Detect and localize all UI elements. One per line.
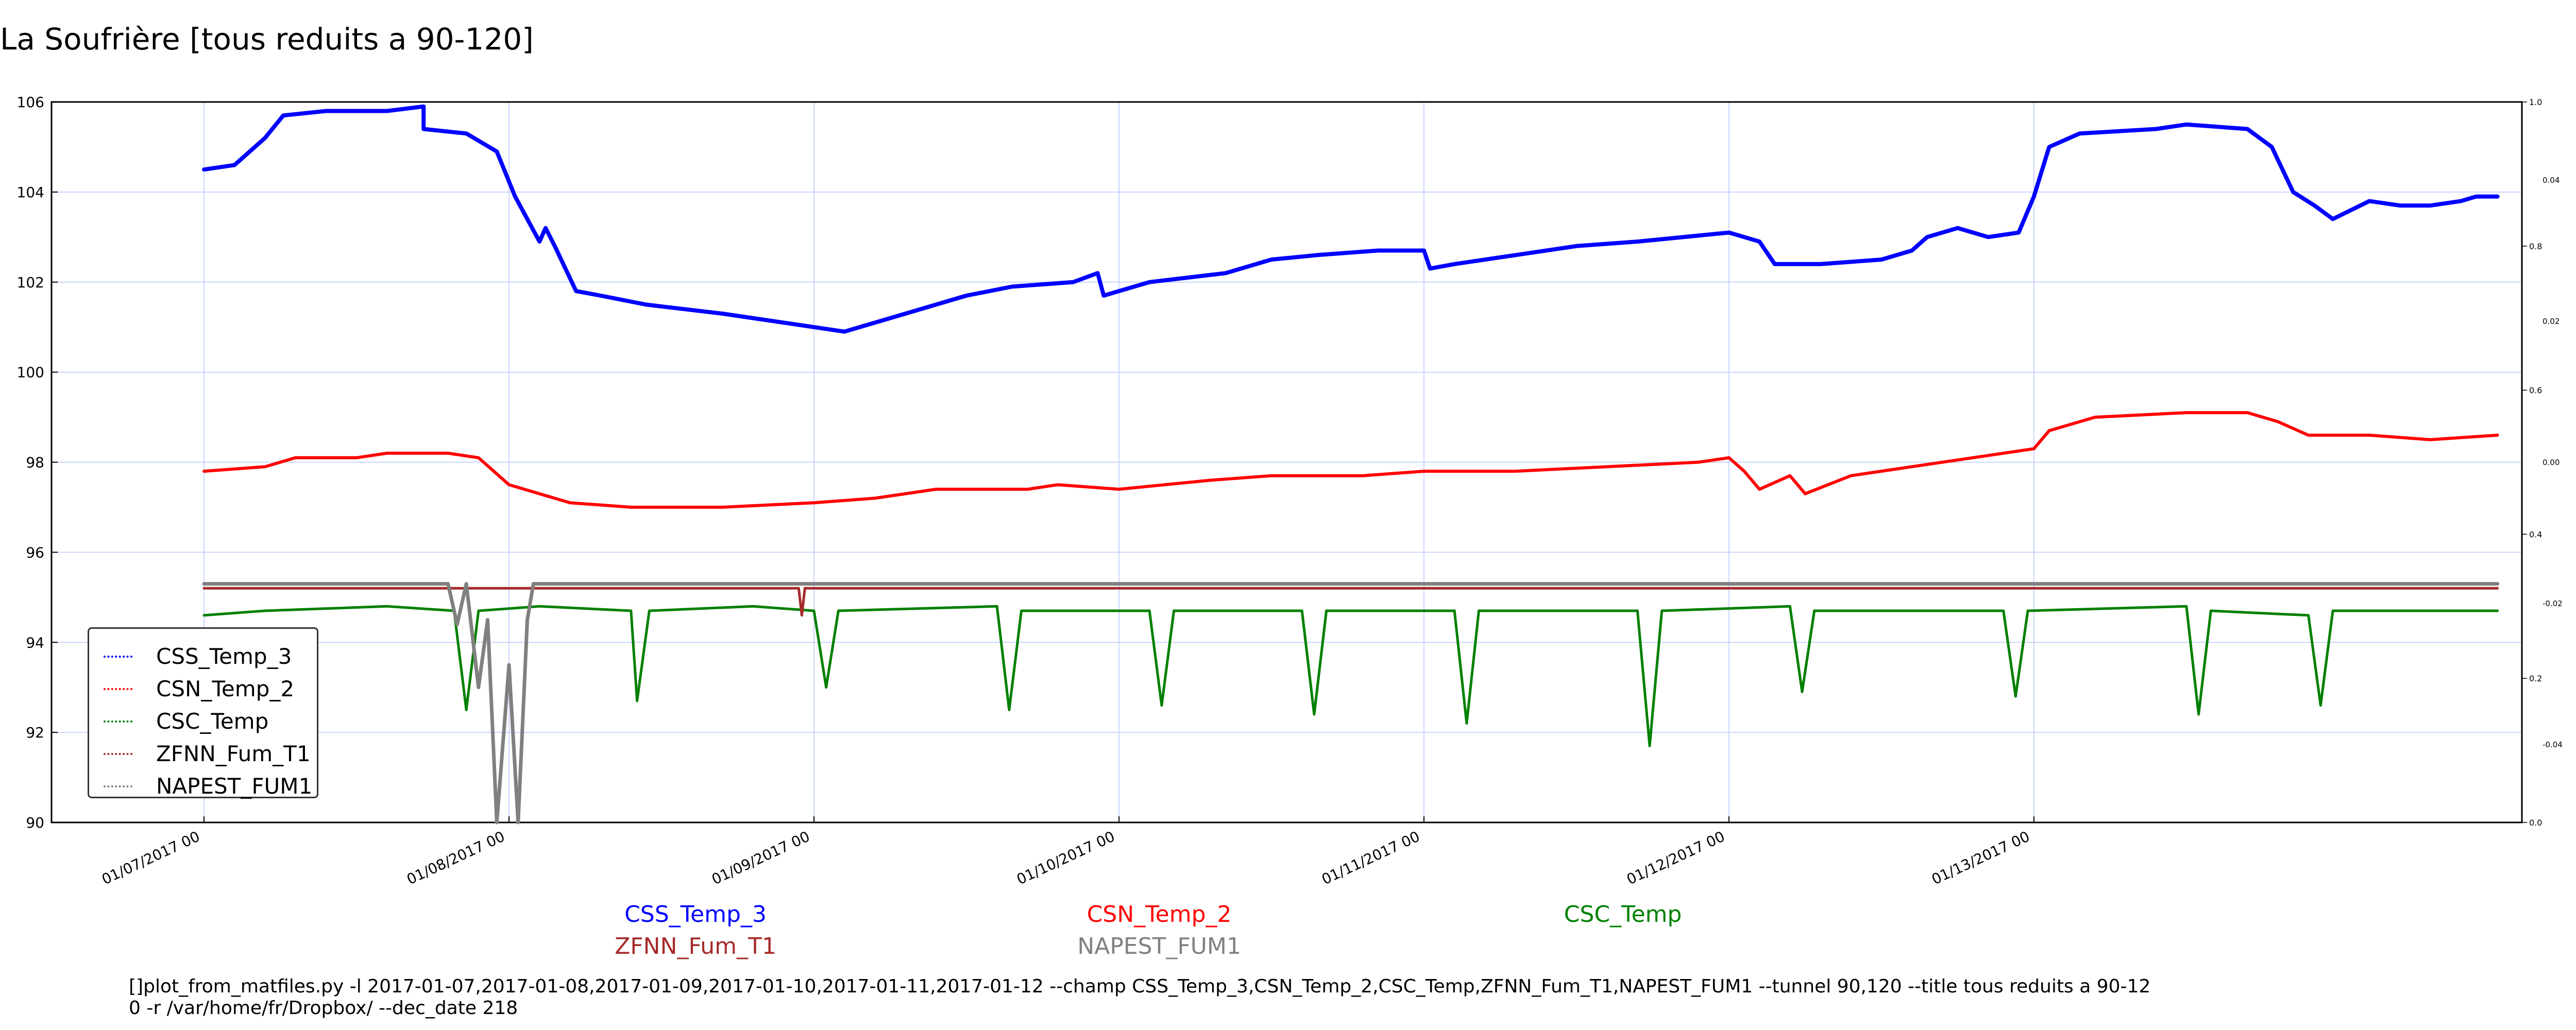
legend-label-css-temp-3: CSS_Temp_3 — [156, 644, 292, 669]
legend-marker-napest-fum1 — [104, 785, 132, 787]
x-tick-label-2: 01/09/2017 00 — [709, 828, 812, 888]
y-tick-label-7: 104 — [17, 184, 44, 201]
x-tick-label-3: 01/10/2017 00 — [1014, 828, 1117, 888]
legend-marker-css-temp-3 — [104, 656, 132, 658]
series-layer — [202, 104, 2500, 825]
legend-item-zfnn-fum-t1: ZFNN_Fum_T1 — [89, 739, 317, 769]
y-tick-label-4: 98 — [26, 454, 44, 471]
bottom-series-label-css-temp-3: CSS_Temp_3 — [624, 901, 767, 928]
grid-layer — [52, 102, 2522, 822]
right-inner-tick-label-0: -0.04 — [2543, 740, 2563, 749]
series-line-csn-temp-2 — [202, 411, 2499, 509]
series-line-zfnn-fum-t1 — [202, 587, 2499, 617]
legend-item-napest-fum1: NAPEST_FUM1 — [89, 771, 317, 802]
y-tick-label-5: 100 — [17, 364, 44, 381]
legend-label-csc-temp: CSC_Temp — [156, 709, 269, 734]
legend-item-css-temp-3: CSS_Temp_3 — [89, 641, 317, 672]
ticks-layer: 90 92 94 96 98 100 102 104 106 01/07/2017 00 01/08… — [17, 94, 2035, 888]
bottom-series-label-csc-temp: CSC_Temp — [1564, 901, 1682, 928]
bottom-series-label-zfnn-fum-t1: ZFNN_Fum_T1 — [615, 933, 776, 959]
x-tick-label-4: 01/11/2017 00 — [1319, 828, 1422, 888]
right-axis-layer: 0.0 0.2 0.4 0.6 0.8 1.0 -0.04 -0.02 0.00 0.02 0.04 — [2522, 97, 2563, 828]
command-line-1: []plot_from_matfiles.py -l 2017-01-07,20… — [129, 976, 2151, 997]
command-line-2: 0 -r /var/home/fr/Dropbox/ --dec_date 21… — [129, 998, 518, 1019]
legend-item-csc-temp: CSC_Temp — [89, 706, 317, 737]
y-tick-label-6: 102 — [17, 274, 44, 291]
right-outer-tick-label-4: 0.8 — [2529, 242, 2542, 251]
bottom-series-label-napest-fum1: NAPEST_FUM1 — [1077, 933, 1241, 959]
x-tick-label-5: 01/12/2017 00 — [1624, 828, 1727, 888]
y-tick-label-0: 90 — [26, 814, 44, 831]
right-outer-tick-label-1: 0.2 — [2529, 674, 2542, 683]
right-inner-tick-label-3: 0.02 — [2543, 317, 2560, 326]
right-inner-tick-label-1: -0.02 — [2543, 599, 2563, 608]
series-line-napest-fum1 — [202, 582, 2500, 825]
legend-label-csn-temp-2: CSN_Temp_2 — [156, 676, 295, 701]
command-line: []plot_from_matfiles.py -l 2017-01-07,20… — [129, 976, 2150, 1019]
page-title: La Soufrière [tous reduits a 90-120] — [0, 22, 534, 57]
legend-label-napest-fum1: NAPEST_FUM1 — [156, 774, 313, 799]
y-tick-label-3: 96 — [26, 544, 44, 561]
right-inner-tick-label-4: 0.04 — [2543, 176, 2560, 185]
right-outer-tick-label-2: 0.4 — [2529, 529, 2542, 539]
right-inner-tick-label-2: 0.00 — [2543, 458, 2560, 467]
y-tick-label-8: 106 — [17, 94, 44, 111]
right-outer-tick-label-0: 0.0 — [2529, 818, 2542, 828]
legend-marker-zfnn-fum-t1 — [104, 753, 132, 755]
y-tick-label-2: 94 — [26, 634, 44, 651]
legend-item-csn-temp-2: CSN_Temp_2 — [89, 674, 317, 705]
chart-legend: CSS_Temp_3 CSN_Temp_2 CSC_Temp ZFNN_Fum_… — [88, 627, 318, 799]
series-line-csc-temp — [202, 605, 2499, 747]
series-line-css-temp-3 — [202, 104, 2500, 334]
right-outer-tick-label-3: 0.6 — [2529, 386, 2542, 396]
bottom-series-label-csn-temp-2: CSN_Temp_2 — [1087, 901, 1232, 928]
right-outer-tick-label-5: 1.0 — [2529, 97, 2542, 107]
x-tick-label-0: 01/07/2017 00 — [99, 828, 202, 888]
x-tick-label-6: 01/13/2017 00 — [1929, 828, 2032, 888]
legend-marker-csc-temp — [104, 720, 132, 723]
legend-label-zfnn-fum-t1: ZFNN_Fum_T1 — [156, 741, 311, 766]
x-tick-label-1: 01/08/2017 00 — [404, 828, 507, 888]
legend-marker-csn-temp-2 — [104, 688, 132, 690]
y-tick-label-1: 92 — [26, 724, 44, 741]
